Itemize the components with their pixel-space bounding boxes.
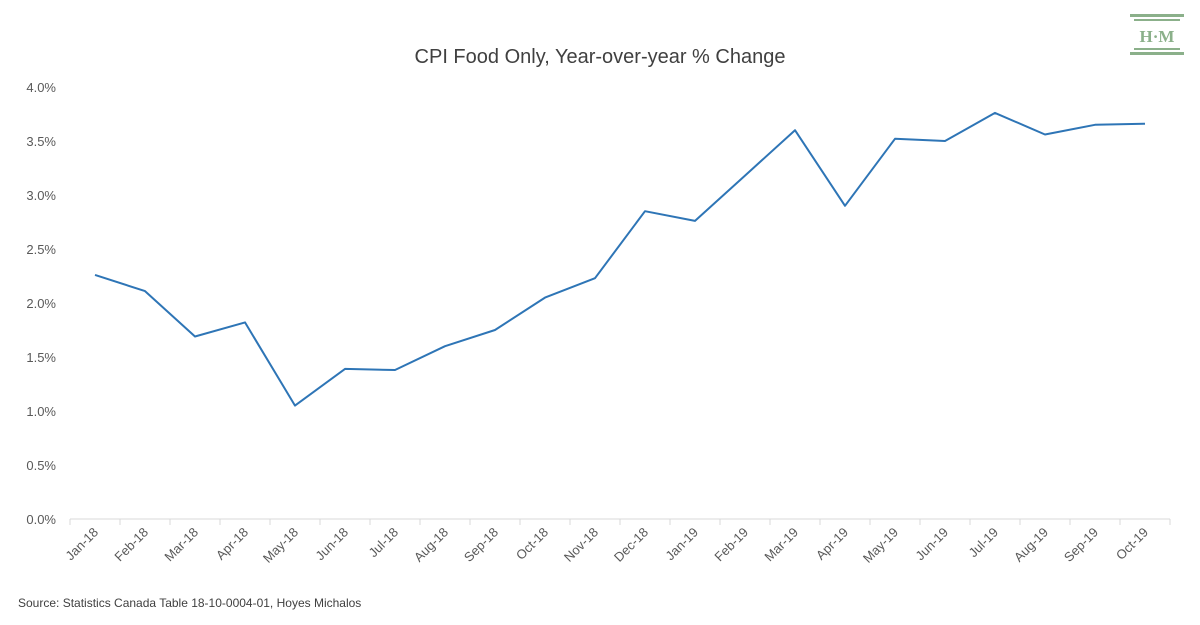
x-tick-label: Apr-19 bbox=[813, 525, 851, 563]
y-tick-label: 3.0% bbox=[26, 188, 56, 203]
y-tick-label: 0.0% bbox=[26, 512, 56, 527]
y-tick-label: 1.5% bbox=[26, 350, 56, 365]
y-tick-label: 4.0% bbox=[26, 80, 56, 95]
x-tick-label: Mar-19 bbox=[761, 525, 801, 565]
x-tick-label: May-19 bbox=[860, 525, 901, 566]
x-tick-label: Oct-18 bbox=[513, 525, 551, 563]
hm-logo: H·M bbox=[1128, 12, 1186, 58]
x-tick-label: Jul-19 bbox=[965, 525, 1001, 561]
chart-title: CPI Food Only, Year-over-year % Change bbox=[415, 46, 786, 68]
x-tick-label: May-18 bbox=[260, 525, 301, 566]
x-tick-label: Jun-18 bbox=[312, 525, 351, 564]
x-tick-label: Apr-18 bbox=[213, 525, 251, 563]
x-tick-label: Jun-19 bbox=[912, 525, 951, 564]
series-line bbox=[94, 111, 1146, 407]
x-tick-label: Sep-18 bbox=[461, 525, 501, 565]
x-tick-label: Feb-18 bbox=[111, 525, 151, 565]
y-tick-label: 0.5% bbox=[26, 458, 56, 473]
x-tick-label: Feb-19 bbox=[711, 525, 751, 565]
x-tick-label: Nov-18 bbox=[561, 525, 601, 565]
svg-text:H·M: H·M bbox=[1140, 27, 1175, 46]
x-tick-label: Sep-19 bbox=[1061, 525, 1101, 565]
y-tick-label: 2.0% bbox=[26, 296, 56, 311]
y-tick-label: 2.5% bbox=[26, 242, 56, 257]
y-tick-label: 1.0% bbox=[26, 404, 56, 419]
source-note: Source: Statistics Canada Table 18-10-00… bbox=[18, 596, 362, 610]
x-tick-label: Mar-18 bbox=[161, 525, 201, 565]
x-axis: Jan-18 Feb-18 Mar-18 Apr-18 May-18 Jun-18 Jul-… bbox=[62, 518, 1171, 566]
x-tick-label: Jan-18 bbox=[62, 525, 101, 564]
series-layer bbox=[94, 111, 1146, 407]
x-tick-label: Jan-19 bbox=[662, 525, 701, 564]
x-tick-label: Aug-18 bbox=[411, 525, 451, 565]
y-tick-label: 3.5% bbox=[26, 134, 56, 149]
x-tick-label: Oct-19 bbox=[1113, 525, 1151, 563]
x-tick-label: Dec-18 bbox=[611, 525, 651, 565]
x-tick-label: Aug-19 bbox=[1011, 525, 1051, 565]
y-axis: 0.0% 0.5% 1.0% 1.5% 2.0% 2.5% 3.0% 3.5% 4.0% bbox=[26, 80, 56, 527]
x-tick-label: Jul-18 bbox=[365, 525, 401, 561]
